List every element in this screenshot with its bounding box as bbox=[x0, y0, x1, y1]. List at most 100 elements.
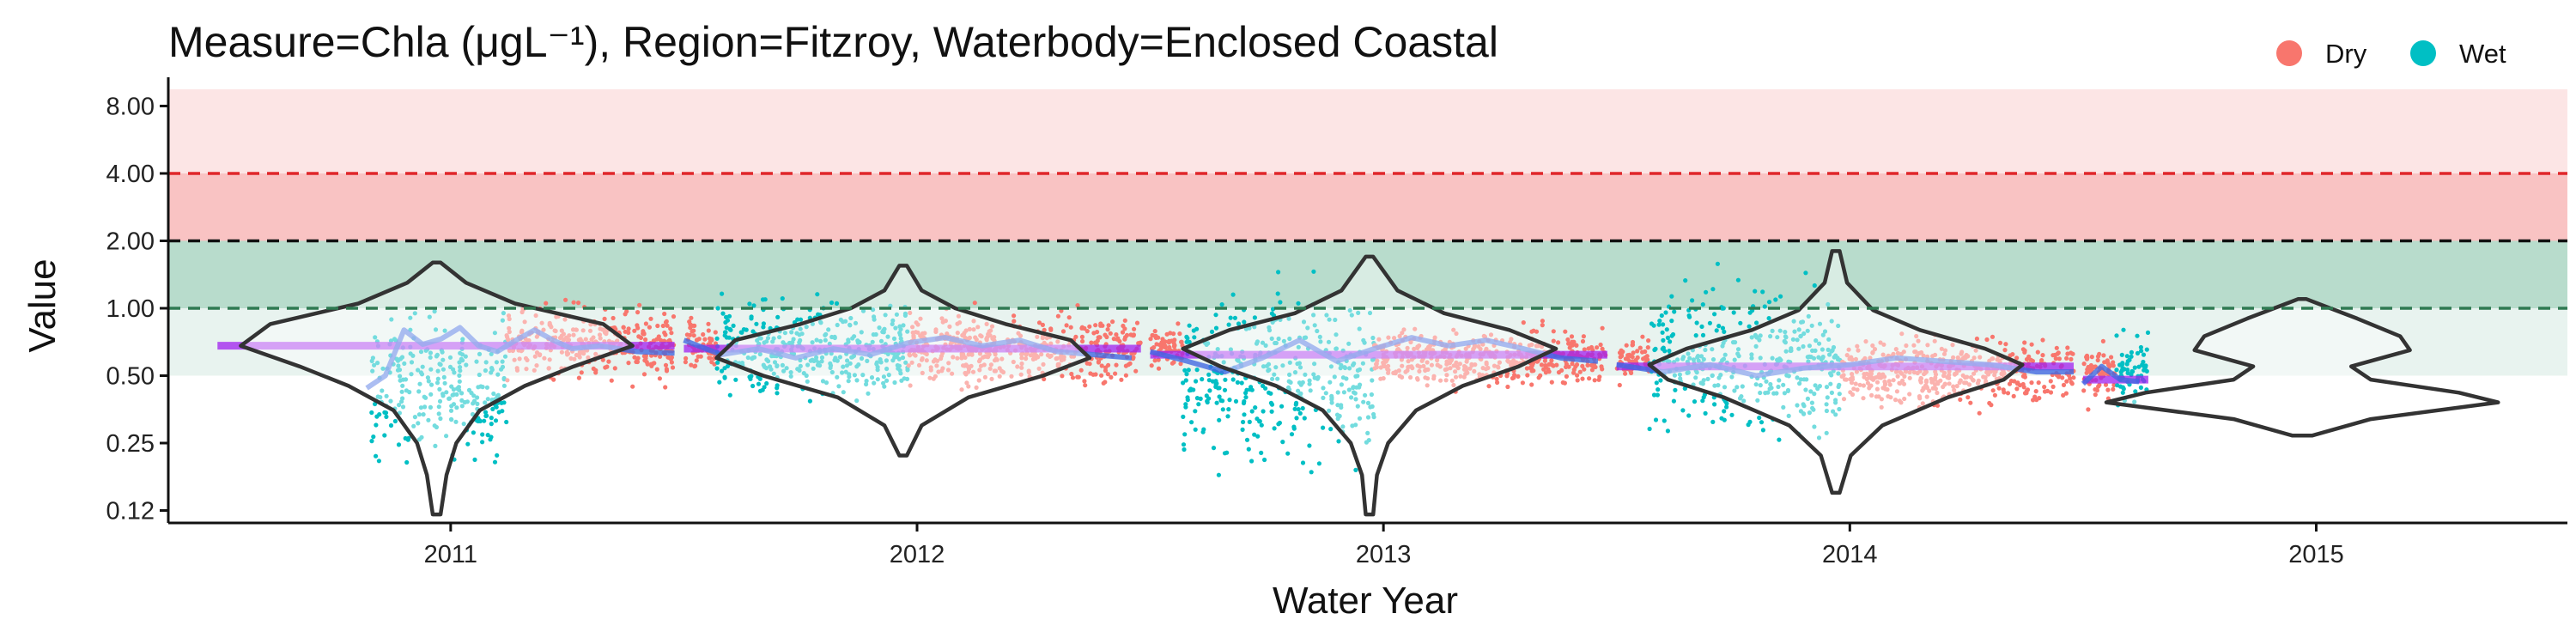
data-point bbox=[1266, 361, 1272, 367]
data-point bbox=[2005, 391, 2011, 396]
data-point bbox=[1996, 386, 2002, 391]
data-point bbox=[714, 366, 720, 371]
data-point bbox=[864, 381, 869, 387]
data-point bbox=[626, 361, 631, 366]
data-point bbox=[1974, 336, 1979, 342]
data-point bbox=[1346, 387, 1352, 392]
data-point bbox=[1240, 427, 1245, 432]
data-point bbox=[1026, 368, 1031, 374]
data-point bbox=[1575, 378, 1580, 383]
data-point bbox=[696, 354, 701, 359]
data-point bbox=[820, 379, 826, 384]
data-point bbox=[397, 368, 403, 373]
data-point bbox=[2115, 383, 2120, 388]
data-point bbox=[860, 373, 866, 378]
data-point bbox=[1570, 361, 1575, 367]
data-point bbox=[764, 380, 769, 386]
data-point bbox=[720, 311, 726, 316]
data-point bbox=[1355, 368, 1360, 373]
data-point bbox=[2081, 388, 2087, 393]
data-point bbox=[979, 334, 984, 339]
data-point bbox=[976, 378, 981, 383]
data-point bbox=[465, 399, 471, 404]
data-point bbox=[1110, 319, 1115, 325]
data-point bbox=[1354, 385, 1359, 390]
data-point bbox=[897, 331, 902, 336]
data-point bbox=[458, 365, 463, 370]
data-point bbox=[841, 364, 846, 369]
data-point bbox=[1667, 349, 1672, 354]
data-point bbox=[1148, 337, 1153, 342]
data-point bbox=[878, 338, 884, 343]
data-point bbox=[885, 334, 890, 339]
data-point bbox=[447, 355, 453, 360]
data-point bbox=[2020, 381, 2026, 387]
data-point bbox=[2011, 393, 2016, 398]
data-point bbox=[823, 337, 828, 343]
data-point bbox=[2145, 330, 2151, 335]
data-point bbox=[2120, 390, 2125, 395]
data-point bbox=[1226, 407, 1231, 412]
data-point bbox=[632, 355, 637, 360]
data-point bbox=[2142, 365, 2148, 370]
data-point bbox=[480, 440, 485, 445]
data-point bbox=[2037, 396, 2042, 401]
data-point bbox=[1287, 360, 1292, 365]
data-point bbox=[587, 328, 593, 333]
data-point bbox=[454, 405, 459, 410]
data-point bbox=[1997, 340, 2003, 345]
data-point bbox=[1194, 326, 1200, 331]
data-point bbox=[570, 327, 576, 332]
data-point bbox=[2040, 337, 2045, 343]
data-point bbox=[371, 434, 376, 440]
data-point bbox=[662, 330, 667, 336]
data-point bbox=[1217, 394, 1222, 399]
data-point bbox=[1577, 369, 1583, 374]
data-point bbox=[1565, 337, 1571, 343]
data-point bbox=[1370, 357, 1376, 362]
data-point bbox=[881, 330, 886, 335]
data-point bbox=[1259, 422, 1264, 428]
data-point bbox=[915, 322, 920, 327]
data-point bbox=[426, 379, 431, 384]
data-point bbox=[394, 356, 399, 361]
data-point bbox=[1778, 294, 1783, 299]
data-point bbox=[828, 365, 833, 370]
data-point bbox=[436, 411, 441, 416]
data-point bbox=[715, 306, 720, 311]
data-point bbox=[982, 374, 987, 380]
data-point bbox=[727, 392, 732, 398]
data-point bbox=[1352, 391, 1358, 396]
data-point bbox=[1328, 364, 1334, 369]
data-point bbox=[884, 358, 889, 363]
data-point bbox=[2031, 398, 2036, 403]
data-point bbox=[1091, 372, 1096, 377]
data-point bbox=[798, 363, 803, 368]
data-point bbox=[369, 438, 374, 444]
data-point bbox=[1060, 329, 1066, 334]
data-point bbox=[615, 338, 620, 343]
data-point bbox=[924, 358, 929, 363]
data-point bbox=[524, 367, 529, 372]
data-point bbox=[1036, 320, 1042, 325]
data-point bbox=[959, 387, 964, 392]
data-point bbox=[1267, 325, 1272, 330]
data-point bbox=[404, 459, 410, 465]
data-point bbox=[2022, 349, 2027, 355]
data-point bbox=[632, 328, 637, 333]
data-point bbox=[832, 334, 837, 339]
data-point bbox=[1184, 334, 1189, 339]
data-point bbox=[1012, 319, 1017, 324]
data-point bbox=[2120, 361, 2125, 366]
data-point bbox=[901, 323, 906, 328]
data-point bbox=[499, 367, 504, 372]
data-point bbox=[1803, 270, 1808, 276]
data-point bbox=[428, 355, 433, 360]
data-point bbox=[1286, 385, 1291, 390]
data-point bbox=[437, 398, 443, 404]
data-point bbox=[1344, 376, 1349, 381]
data-point bbox=[1048, 353, 1054, 358]
data-point bbox=[2093, 392, 2098, 398]
data-point bbox=[739, 330, 744, 335]
data-point bbox=[1221, 360, 1226, 365]
